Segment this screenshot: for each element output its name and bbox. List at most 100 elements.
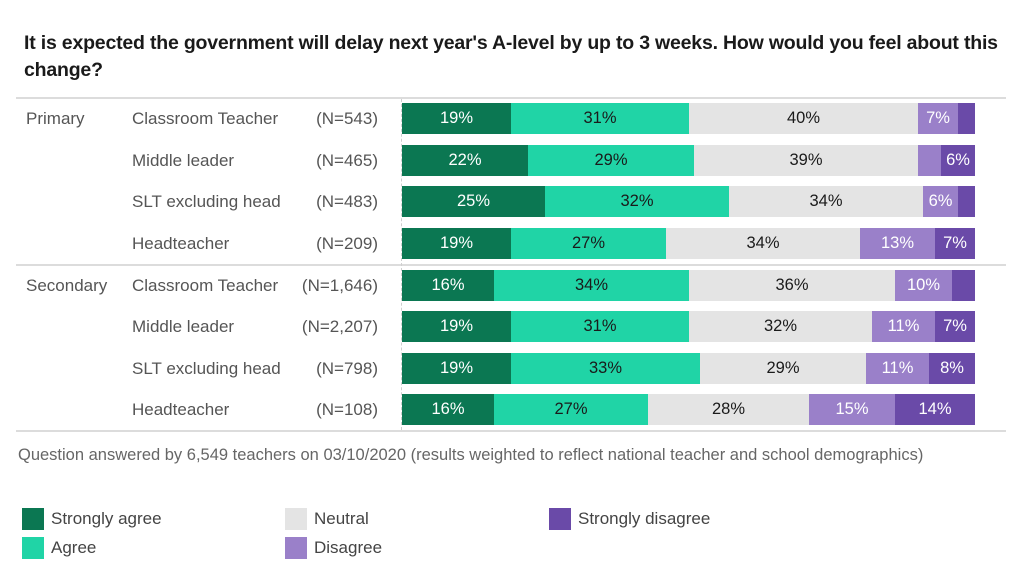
stacked-bar: 19% 31% 40% 7%	[402, 103, 975, 134]
data-label: 29%	[766, 359, 800, 377]
data-label: 15%	[835, 400, 869, 418]
bar-segment-strongly-disagree[interactable]: 8%	[929, 353, 975, 384]
category-label: Middle leader	[132, 317, 235, 336]
bar-segment-strongly-agree[interactable]: 19%	[402, 228, 511, 259]
data-label: 27%	[571, 234, 606, 252]
data-label: 33%	[588, 359, 623, 377]
data-label: 16%	[431, 276, 465, 294]
bar-segment-disagree[interactable]: 13%	[860, 228, 935, 259]
sample-size-label: (N=798)	[316, 359, 378, 378]
data-label: 34%	[574, 276, 609, 294]
bar-segment-agree[interactable]: 33%	[511, 353, 700, 384]
footnote: Question answered by 6,549 teachers on 0…	[18, 446, 924, 464]
legend-swatch-agree	[22, 537, 44, 559]
bar-segment-disagree[interactable]: 10%	[895, 270, 952, 301]
legend-item-agree[interactable]: Agree	[22, 536, 96, 560]
bar-segment-strongly-agree[interactable]: 19%	[402, 311, 511, 342]
bar-segment-agree[interactable]: 29%	[528, 145, 694, 176]
data-label: 13%	[880, 234, 915, 252]
data-label: 7%	[926, 109, 950, 127]
bar-segment-strongly-disagree[interactable]	[958, 103, 975, 134]
stacked-bar: 19% 33% 29% 11% 8%	[402, 353, 975, 384]
sample-size-label: (N=2,207)	[301, 317, 378, 336]
bar-segment-neutral[interactable]: 40%	[689, 103, 918, 134]
bar-segment-agree[interactable]: 34%	[494, 270, 689, 301]
sample-size-label: (N=209)	[316, 234, 378, 253]
data-label: 22%	[448, 151, 482, 169]
data-label: 34%	[746, 234, 780, 252]
bar-segment-agree[interactable]: 27%	[494, 394, 648, 425]
chart-row: SLT excluding head (N=483) 25% 32% 34% 6%	[0, 186, 1024, 217]
bar-segment-strongly-agree[interactable]: 16%	[402, 270, 494, 301]
bar-segment-disagree[interactable]	[918, 145, 941, 176]
bar-segment-strongly-agree[interactable]: 16%	[402, 394, 494, 425]
bar-segment-strongly-disagree[interactable]: 7%	[935, 228, 975, 259]
bar-segment-agree[interactable]: 31%	[511, 311, 689, 342]
bar-segment-neutral[interactable]: 34%	[666, 228, 860, 259]
data-label: 6%	[946, 151, 970, 169]
bar-segment-disagree[interactable]: 7%	[918, 103, 958, 134]
bar-segment-neutral[interactable]: 28%	[648, 394, 809, 425]
group-label-primary: Primary	[26, 109, 85, 128]
bar-segment-neutral[interactable]: 29%	[700, 353, 866, 384]
legend-item-neutral[interactable]: Neutral	[285, 507, 369, 531]
bar-segment-strongly-disagree[interactable]: 6%	[941, 145, 975, 176]
category-label: SLT excluding head	[132, 192, 281, 211]
data-label: 19%	[439, 359, 474, 377]
bar-segment-disagree[interactable]: 11%	[872, 311, 935, 342]
chart-row: SLT excluding head (N=798) 19% 33% 29% 11% 8%	[0, 353, 1024, 384]
data-label: 29%	[594, 151, 628, 169]
chart-row: Primary Classroom Teacher (N=543) 19% 31% 40%…	[0, 103, 1024, 134]
category-label: Classroom Teacher	[132, 109, 279, 128]
sample-size-label: (N=543)	[316, 109, 378, 128]
bar-segment-disagree[interactable]: 15%	[809, 394, 895, 425]
data-label: 19%	[439, 234, 474, 252]
baseline-axis	[401, 99, 402, 430]
data-label: 7%	[943, 234, 967, 252]
bar-segment-strongly-agree[interactable]: 19%	[402, 353, 511, 384]
bar-segment-agree[interactable]: 32%	[545, 186, 729, 217]
bar-segment-disagree[interactable]: 6%	[923, 186, 958, 217]
legend-item-disagree[interactable]: Disagree	[285, 536, 382, 560]
chart-row: Secondary Classroom Teacher (N=1,646) 16% 34…	[0, 270, 1024, 301]
data-label: 16%	[431, 400, 465, 418]
bar-segment-neutral[interactable]: 39%	[694, 145, 918, 176]
stacked-bar: 16% 27% 28% 15% 14%	[402, 394, 975, 425]
group-label-secondary: Secondary	[26, 276, 108, 295]
chart-row: Middle leader (N=2,207) 19% 31% 32% 11% 7%	[0, 311, 1024, 342]
legend-label: Neutral	[314, 509, 369, 528]
top-divider	[16, 97, 1006, 99]
sample-size-label: (N=483)	[316, 192, 378, 211]
bar-segment-agree[interactable]: 27%	[511, 228, 666, 259]
bar-segment-neutral[interactable]: 34%	[729, 186, 923, 217]
data-label: 14%	[918, 400, 952, 418]
legend-item-strongly-disagree[interactable]: Strongly disagree	[549, 507, 710, 531]
bar-segment-neutral[interactable]: 36%	[689, 270, 895, 301]
bar-segment-strongly-disagree[interactable]	[952, 270, 975, 301]
bar-segment-strongly-agree[interactable]: 22%	[402, 145, 528, 176]
legend-swatch-disagree	[285, 537, 307, 559]
legend-label: Agree	[51, 538, 97, 557]
legend-item-strongly-agree[interactable]: Strongly agree	[22, 507, 162, 531]
data-label: 40%	[786, 109, 821, 127]
bar-segment-strongly-disagree[interactable]: 7%	[935, 311, 975, 342]
bar-segment-strongly-agree[interactable]: 25%	[402, 186, 545, 217]
bar-segment-strongly-agree[interactable]: 19%	[402, 103, 511, 134]
bar-segment-disagree[interactable]: 11%	[866, 353, 929, 384]
data-label: 39%	[789, 151, 823, 169]
stacked-bar: 22% 29% 39% 6%	[402, 145, 975, 176]
stacked-bar-chart: Primary Classroom Teacher (N=543) 19% 31% 40%…	[0, 97, 1024, 432]
legend-label: Disagree	[314, 538, 383, 557]
stacked-bar: 16% 34% 36% 10%	[402, 270, 975, 301]
sample-size-label: (N=465)	[316, 151, 378, 170]
category-label: Headteacher	[132, 400, 230, 419]
data-label: 25%	[456, 192, 491, 210]
bar-segment-strongly-disagree[interactable]: 14%	[895, 394, 975, 425]
bar-segment-agree[interactable]: 31%	[511, 103, 689, 134]
data-label: 11%	[887, 317, 920, 335]
category-label: Middle leader	[132, 151, 235, 170]
bar-segment-neutral[interactable]: 32%	[689, 311, 872, 342]
bar-segment-strongly-disagree[interactable]	[958, 186, 975, 217]
data-label: 8%	[940, 359, 964, 377]
